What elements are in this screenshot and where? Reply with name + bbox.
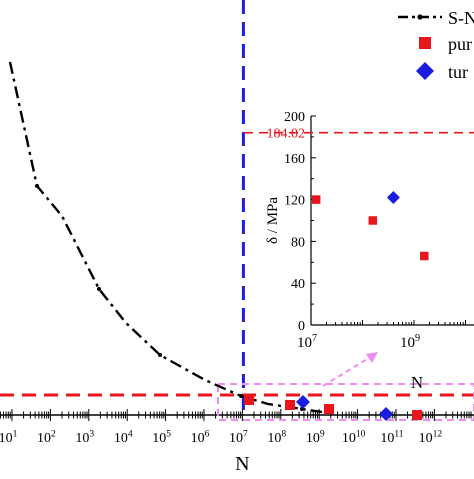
x-tick-label: 1010 (342, 429, 366, 446)
x-tick-label: 108 (267, 429, 286, 446)
s-n-curve (8, 61, 323, 414)
x-tick-label: 103 (75, 429, 94, 446)
x-tick-label: 102 (37, 429, 56, 446)
x-tick-label: 101 (0, 429, 18, 446)
inset-pur-point (420, 251, 429, 261)
s-n-curve-point (35, 184, 39, 188)
inset-y-tick-label: 200 (284, 110, 305, 125)
zoom-arrow-head (366, 352, 378, 363)
pur-data-point (412, 410, 422, 420)
inset-pur-point (368, 216, 378, 225)
inset-background (305, 106, 474, 346)
inset-pur-point (311, 195, 321, 204)
pur-data-point (244, 395, 254, 405)
tur-data-point (379, 407, 393, 421)
legend-label-s-n: S-N (448, 8, 474, 28)
x-tick-label: 105 (152, 429, 171, 446)
x-axis-label: N (235, 453, 249, 474)
x-tick-label: 104 (114, 429, 133, 446)
zoom-arrow (322, 355, 373, 387)
inset-y-tick-label: 160 (284, 152, 305, 167)
inset-threshold-label: 184.02 (267, 127, 306, 142)
s-n-curve-point (158, 353, 162, 357)
inset-y-tick-label: 40 (291, 277, 305, 292)
x-tick-label: 109 (306, 429, 325, 446)
inset-tur-point (386, 191, 400, 205)
x-tick-label: 107 (229, 429, 248, 446)
legend: S-N pur tur (398, 8, 474, 82)
legend-s-n-marker (417, 14, 423, 20)
inset-y-tick-label: 120 (284, 194, 305, 209)
x-tick-label: 1012 (419, 429, 443, 446)
legend-pur-marker (419, 37, 431, 49)
inset-y-tick-label: 80 (291, 235, 305, 250)
inset-x-axis-label: N (411, 373, 423, 392)
zoom-region-box (217, 383, 474, 421)
inset-x-tick-label: 107 (297, 333, 317, 351)
legend-label-tur: tur (448, 62, 468, 82)
inset-y-tick-label: 0 (298, 319, 305, 334)
inset-y-axis-label: δ / MPa (265, 197, 281, 244)
inset-x-tick-label: 109 (400, 333, 420, 351)
pur-data-point (285, 400, 295, 410)
s-n-curve-point (239, 394, 243, 398)
x-tick-label: 106 (191, 429, 210, 446)
x-tick-label: 1011 (380, 429, 403, 446)
pur-data-point (324, 404, 334, 414)
legend-label-pur: pur (448, 34, 472, 54)
tur-data-point (296, 395, 310, 409)
s-n-curve-point (97, 287, 101, 291)
legend-tur-marker (416, 62, 434, 80)
